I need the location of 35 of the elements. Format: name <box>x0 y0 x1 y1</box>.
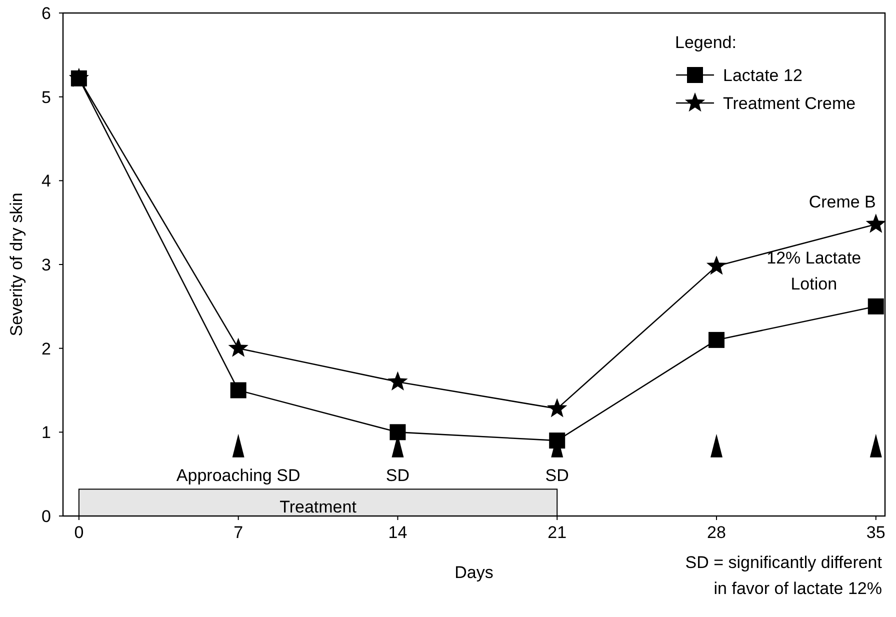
point <box>228 338 248 357</box>
y-tick-label: 2 <box>42 339 51 358</box>
x-tick-label: 0 <box>74 523 84 542</box>
point <box>230 382 246 398</box>
point <box>706 256 727 275</box>
annotation: 12% Lactate Lotion <box>766 248 862 294</box>
point <box>866 214 886 233</box>
point <box>708 332 724 348</box>
annotation: SD <box>545 466 569 485</box>
annotation: Approaching SD <box>176 466 300 485</box>
legend-title: Legend: <box>675 33 736 52</box>
y-tick-label: 1 <box>42 423 51 442</box>
y-tick-label: 4 <box>42 172 51 191</box>
y-tick-label: 5 <box>42 88 51 107</box>
x-tick-label: 28 <box>707 523 726 542</box>
annotation: Creme B <box>808 192 876 212</box>
x-tick-label: 21 <box>548 523 567 542</box>
legend-label: Lactate 12 <box>723 66 802 85</box>
x-axis-title: Days <box>454 563 494 582</box>
x-tick-label: 7 <box>234 523 244 542</box>
band-label: Treatment <box>280 498 357 517</box>
y-tick-label: 3 <box>42 256 51 274</box>
y-tick-label: 6 <box>42 4 51 23</box>
point <box>388 371 408 390</box>
point <box>549 432 566 449</box>
x-tick-label: 35 <box>866 523 886 542</box>
text: SD = significantly different in favor of lactate 12% <box>685 553 882 598</box>
y-tick-label: 0 <box>42 507 51 526</box>
annotation: SD <box>386 466 410 485</box>
point <box>390 424 406 440</box>
y-axis-title: Severity of dry skin <box>7 192 26 336</box>
x-tick-label: 14 <box>388 523 408 542</box>
point <box>868 298 884 314</box>
legend-label: Treatment Creme <box>723 94 856 113</box>
point <box>547 398 568 418</box>
